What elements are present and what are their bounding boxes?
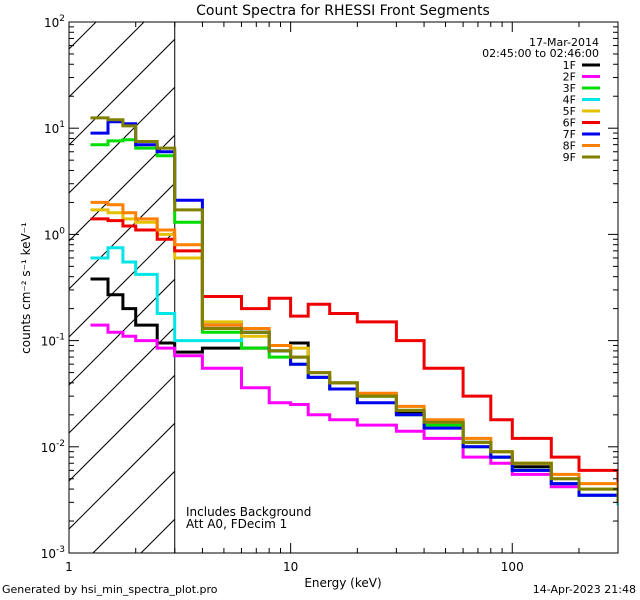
- y-tick-base: 10: [41, 441, 56, 455]
- series-line-9F: [90, 116, 618, 503]
- y-tick-exponent: -2: [56, 439, 65, 449]
- time-range-label: 02:45:00 to 02:46:00: [482, 47, 599, 60]
- series-line-6F: [90, 217, 618, 490]
- y-tick-label: 10-1: [41, 333, 65, 349]
- y-tick-label: 100: [44, 226, 65, 242]
- legend-label-6F: 6F: [563, 117, 576, 130]
- legend-label-8F: 8F: [563, 140, 576, 153]
- x-tick-label: 100: [501, 560, 524, 574]
- hatch-line: [69, 38, 175, 146]
- chart-title: Count Spectra for RHESSI Front Segments: [196, 3, 490, 19]
- y-tick-exponent: 2: [59, 14, 65, 24]
- x-tick-labels: 1 10 100: [65, 560, 524, 574]
- y-tick-label: 10-3: [41, 545, 65, 561]
- legend-label-4F: 4F: [563, 94, 576, 107]
- hatched-region: [69, 22, 175, 553]
- axis-ticks: [68, 21, 619, 554]
- legend-label-7F: 7F: [563, 128, 576, 141]
- y-axis-label: counts cm⁻² s⁻¹ keV⁻¹: [19, 222, 33, 354]
- y-tick-exponent: 1: [59, 120, 65, 130]
- y-tick-base: 10: [41, 335, 56, 349]
- hatch-line: [69, 22, 145, 98]
- y-tick-label: 102: [44, 14, 65, 30]
- annotation-background: Includes Background: [186, 505, 311, 519]
- x-tick-label: 10: [283, 560, 298, 574]
- legend-label-9F: 9F: [563, 151, 576, 164]
- legend-label-5F: 5F: [563, 105, 576, 118]
- x-tick-label: 1: [65, 560, 73, 574]
- y-tick-label: 10-2: [41, 439, 65, 455]
- y-tick-base: 10: [44, 16, 59, 30]
- hatch-line: [69, 422, 175, 530]
- y-tick-exponent: 0: [59, 226, 65, 236]
- legend-label-2F: 2F: [563, 71, 576, 84]
- series-layer: [90, 116, 618, 506]
- y-tick-exponent: -3: [56, 545, 65, 555]
- footer-generated-by: Generated by hsi_min_spectra_plot.pro: [2, 583, 218, 596]
- y-tick-base: 10: [44, 122, 59, 136]
- y-tick-base: 10: [44, 228, 59, 242]
- annotation-attenuator: Att A0, FDecim 1: [186, 517, 287, 531]
- y-tick-exponent: -1: [56, 333, 65, 343]
- footer-timestamp: 14-Apr-2023 21:48: [532, 583, 636, 596]
- hatch-line: [69, 182, 175, 290]
- hatch-line: [69, 374, 175, 482]
- x-axis-label: Energy (keV): [304, 576, 381, 590]
- hatch-line: [69, 230, 175, 338]
- y-tick-base: 10: [41, 547, 56, 561]
- date-label: 17-Mar-2014: [529, 36, 599, 49]
- legend-label-1F: 1F: [563, 59, 576, 72]
- plot-frame: [68, 21, 619, 554]
- legend-label-3F: 3F: [563, 82, 576, 95]
- y-tick-label: 101: [44, 120, 65, 136]
